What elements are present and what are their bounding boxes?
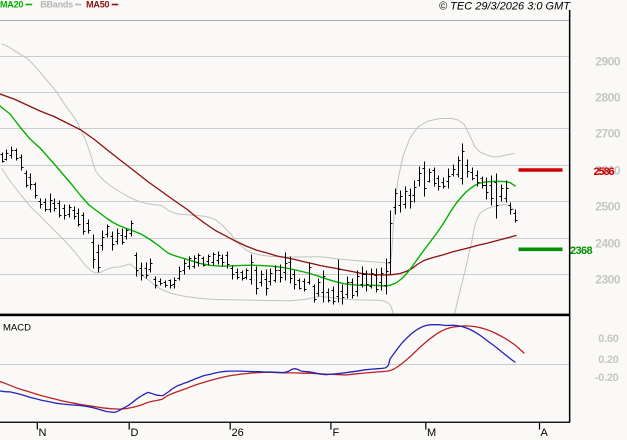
svg-text:F: F	[333, 427, 340, 439]
svg-text:MACD: MACD	[3, 323, 31, 334]
svg-text:2600: 2600	[595, 164, 621, 178]
svg-text:0.60: 0.60	[598, 333, 618, 345]
svg-text:2300: 2300	[595, 273, 621, 287]
svg-text:BBands: BBands	[40, 0, 73, 10]
svg-text:2368: 2368	[570, 245, 593, 257]
svg-text:A: A	[541, 427, 549, 439]
svg-text:MA20: MA20	[0, 0, 23, 10]
svg-text:2400: 2400	[595, 237, 621, 251]
svg-text:N: N	[39, 427, 47, 439]
svg-text:M: M	[427, 427, 436, 439]
svg-text:2900: 2900	[595, 55, 621, 69]
svg-text:-0.20: -0.20	[595, 372, 619, 384]
svg-text:2586: 2586	[594, 166, 615, 178]
svg-text:0.20: 0.20	[598, 354, 618, 366]
svg-text:MA50: MA50	[86, 0, 109, 10]
svg-text:© TEC 29/3/2026 3:0 GMT: © TEC 29/3/2026 3:0 GMT	[439, 1, 571, 13]
svg-text:2500: 2500	[595, 200, 621, 214]
svg-text:D: D	[131, 427, 139, 439]
svg-text:2800: 2800	[595, 91, 621, 105]
svg-text:26: 26	[232, 427, 244, 439]
svg-text:2700: 2700	[595, 127, 621, 141]
